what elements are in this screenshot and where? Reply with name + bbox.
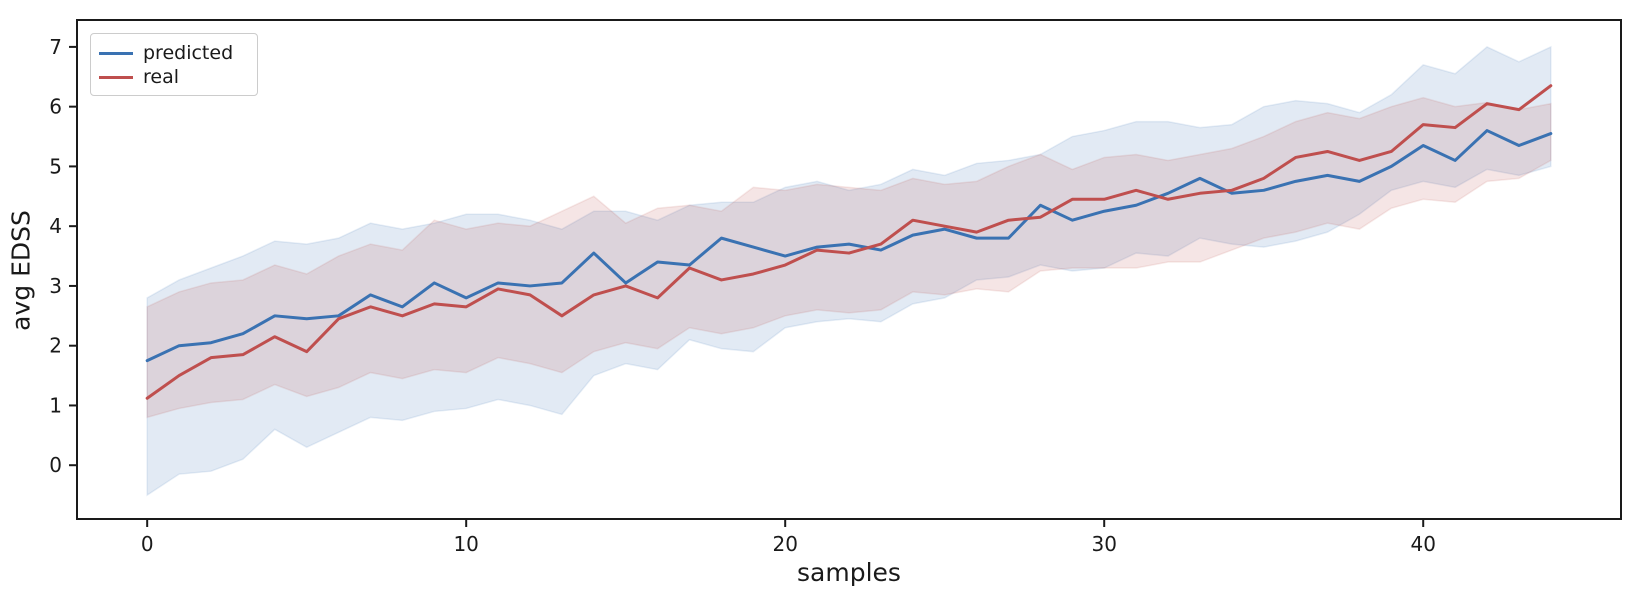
legend-label-real: real (143, 66, 180, 88)
y-tick-label: 2 (49, 334, 62, 358)
y-tick-label: 7 (49, 35, 62, 59)
x-tick-label: 40 (1410, 532, 1435, 556)
legend-item-predicted: predicted (99, 41, 247, 65)
real-line-swatch (99, 75, 133, 79)
axes-frame (76, 19, 1622, 520)
y-tick-label: 0 (49, 453, 62, 477)
legend: predicted real (90, 33, 258, 96)
legend-label-predicted: predicted (143, 42, 234, 64)
x-tick-label: 30 (1091, 532, 1116, 556)
x-tick-label: 20 (772, 532, 797, 556)
predicted-confidence-band (146, 45, 1552, 497)
real-line (145, 84, 1553, 400)
x-tick-label: 10 (453, 532, 478, 556)
y-tick-label: 6 (49, 95, 62, 119)
x-tick-label: 0 (141, 532, 154, 556)
legend-item-real: real (99, 65, 247, 89)
y-tick-label: 4 (49, 214, 62, 238)
x-axis-label: samples (797, 558, 901, 587)
predicted-line (145, 129, 1553, 363)
y-tick-label: 1 (49, 393, 62, 417)
y-axis-label: avg EDSS (6, 210, 36, 331)
real-confidence-band (146, 96, 1552, 419)
predicted-line-swatch (99, 51, 133, 55)
y-tick-label: 5 (49, 154, 62, 178)
y-tick-label: 3 (49, 274, 62, 298)
